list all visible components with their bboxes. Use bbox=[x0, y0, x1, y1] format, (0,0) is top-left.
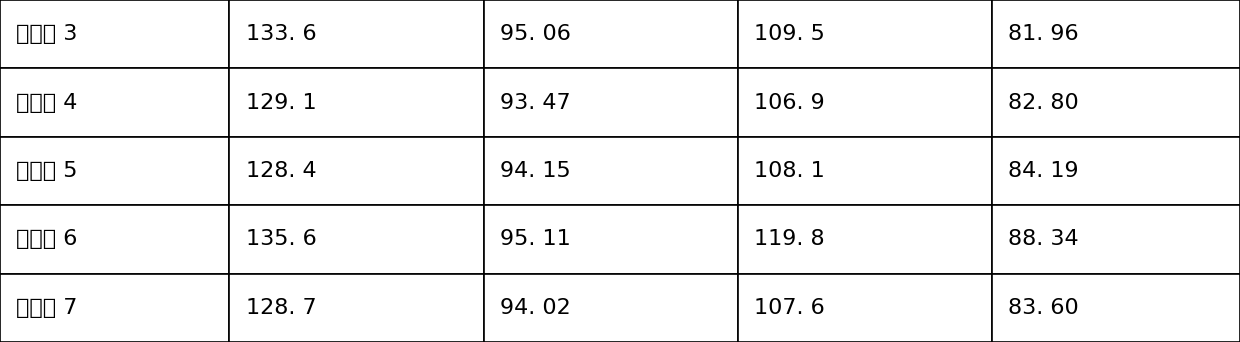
Text: 107. 6: 107. 6 bbox=[754, 298, 825, 318]
Bar bbox=[229, 0, 484, 68]
Bar bbox=[484, 137, 738, 205]
Bar bbox=[229, 137, 484, 205]
Text: 实施例 5: 实施例 5 bbox=[16, 161, 78, 181]
Bar bbox=[992, 0, 1240, 68]
Text: 95. 11: 95. 11 bbox=[500, 229, 570, 249]
Bar bbox=[0, 274, 229, 342]
Bar bbox=[992, 68, 1240, 137]
Text: 83. 60: 83. 60 bbox=[1008, 298, 1079, 318]
Text: 95. 06: 95. 06 bbox=[500, 24, 570, 44]
Text: 93. 47: 93. 47 bbox=[500, 93, 570, 113]
Bar bbox=[738, 137, 992, 205]
Bar bbox=[229, 274, 484, 342]
Bar bbox=[229, 205, 484, 274]
Bar bbox=[992, 274, 1240, 342]
Bar bbox=[738, 205, 992, 274]
Text: 实施例 7: 实施例 7 bbox=[16, 298, 77, 318]
Bar bbox=[484, 274, 738, 342]
Bar bbox=[0, 137, 229, 205]
Text: 94. 15: 94. 15 bbox=[500, 161, 570, 181]
Bar bbox=[738, 68, 992, 137]
Text: 82. 80: 82. 80 bbox=[1008, 93, 1079, 113]
Bar bbox=[484, 0, 738, 68]
Bar bbox=[738, 0, 992, 68]
Bar bbox=[229, 68, 484, 137]
Text: 128. 7: 128. 7 bbox=[246, 298, 316, 318]
Bar bbox=[484, 205, 738, 274]
Text: 119. 8: 119. 8 bbox=[754, 229, 825, 249]
Text: 129. 1: 129. 1 bbox=[246, 93, 316, 113]
Bar bbox=[0, 68, 229, 137]
Text: 94. 02: 94. 02 bbox=[500, 298, 570, 318]
Bar bbox=[0, 205, 229, 274]
Text: 109. 5: 109. 5 bbox=[754, 24, 825, 44]
Bar bbox=[738, 274, 992, 342]
Bar bbox=[992, 137, 1240, 205]
Text: 实施例 6: 实施例 6 bbox=[16, 229, 77, 249]
Text: 106. 9: 106. 9 bbox=[754, 93, 825, 113]
Text: 84. 19: 84. 19 bbox=[1008, 161, 1079, 181]
Text: 128. 4: 128. 4 bbox=[246, 161, 316, 181]
Text: 133. 6: 133. 6 bbox=[246, 24, 316, 44]
Text: 实施例 4: 实施例 4 bbox=[16, 93, 77, 113]
Bar bbox=[0, 0, 229, 68]
Text: 135. 6: 135. 6 bbox=[246, 229, 316, 249]
Bar bbox=[992, 205, 1240, 274]
Text: 88. 34: 88. 34 bbox=[1008, 229, 1079, 249]
Text: 实施例 3: 实施例 3 bbox=[16, 24, 77, 44]
Bar bbox=[484, 68, 738, 137]
Text: 108. 1: 108. 1 bbox=[754, 161, 825, 181]
Text: 81. 96: 81. 96 bbox=[1008, 24, 1079, 44]
